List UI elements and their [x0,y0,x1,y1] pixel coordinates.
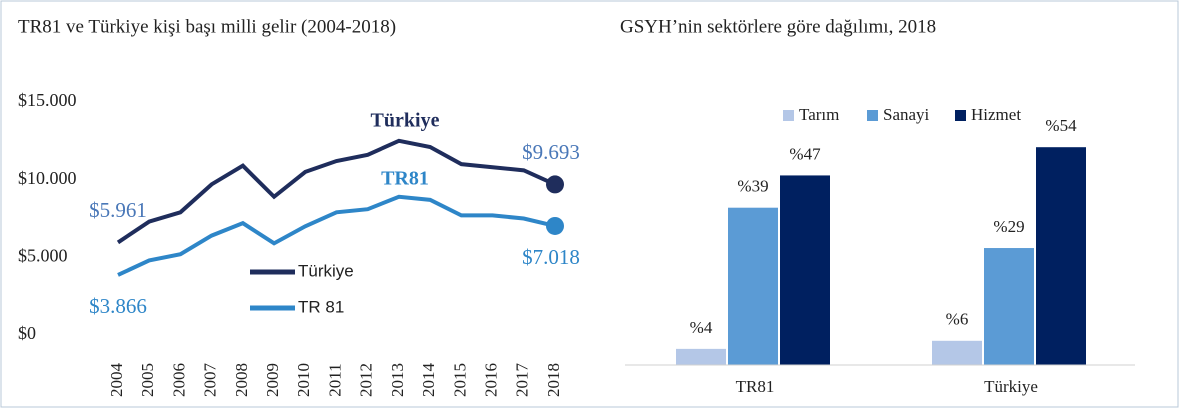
x-tick-label: 2016 [481,363,500,397]
x-tick-label: 2018 [544,363,563,397]
x-tick-label: 2012 [357,363,376,397]
x-tick-label: 2014 [419,363,438,398]
legend-label: Sanayi [883,105,930,124]
legend-label: Hizmet [971,105,1021,124]
bar [780,175,830,365]
x-tick-label: 2015 [450,363,469,397]
y-tick-label: $10.000 [18,168,77,188]
end-marker [546,175,564,194]
end-marker [546,216,564,235]
x-tick-label: 2010 [294,363,313,397]
x-tick-label: 2006 [169,363,188,397]
x-tick-label: 2004 [107,363,126,398]
series-line [116,138,556,245]
annotation: TR81 [381,168,429,190]
x-tick-label: TR81 [736,377,775,396]
value-label: %4 [690,318,713,337]
annotation: Türkiye [371,110,440,132]
value-label: %39 [737,177,768,196]
chart-title: TR81 ve Türkiye kişi başı milli gelir (2… [18,16,396,37]
chart-title: GSYH’nin sektörlere göre dağılımı, 2018 [620,16,936,37]
bar [1036,147,1086,365]
legend-swatch [867,110,878,121]
value-label: $9.693 [522,140,580,164]
x-tick-label: 2005 [138,363,157,397]
bar [932,340,982,365]
y-tick-label: $5.000 [18,245,68,265]
legend-swatch [955,110,966,121]
y-tick-label: $15.000 [18,90,77,110]
x-tick-label: 2011 [325,363,344,396]
legend-label: Türkiye [298,261,354,280]
legend-label: Tarım [799,105,839,124]
x-tick-label: 2007 [201,363,220,398]
x-tick-label: Türkiye [984,377,1038,396]
value-label: $7.018 [522,245,580,269]
value-label: $5.961 [89,198,147,222]
y-tick-label: $0 [18,323,36,343]
x-tick-label: 2013 [388,363,407,397]
legend-swatch [783,110,794,121]
bar [676,348,726,365]
value-label: %47 [789,144,821,163]
legend-label: TR 81 [298,297,344,316]
x-tick-label: 2009 [263,363,282,397]
value-label: %54 [1045,116,1077,135]
bar [984,248,1034,365]
value-label: %29 [993,217,1024,236]
bar [728,207,778,365]
value-label: %6 [946,310,969,329]
value-label: $3.866 [89,294,147,318]
series-line [117,194,556,277]
x-tick-label: 2008 [232,363,251,397]
x-tick-label: 2017 [513,363,532,398]
